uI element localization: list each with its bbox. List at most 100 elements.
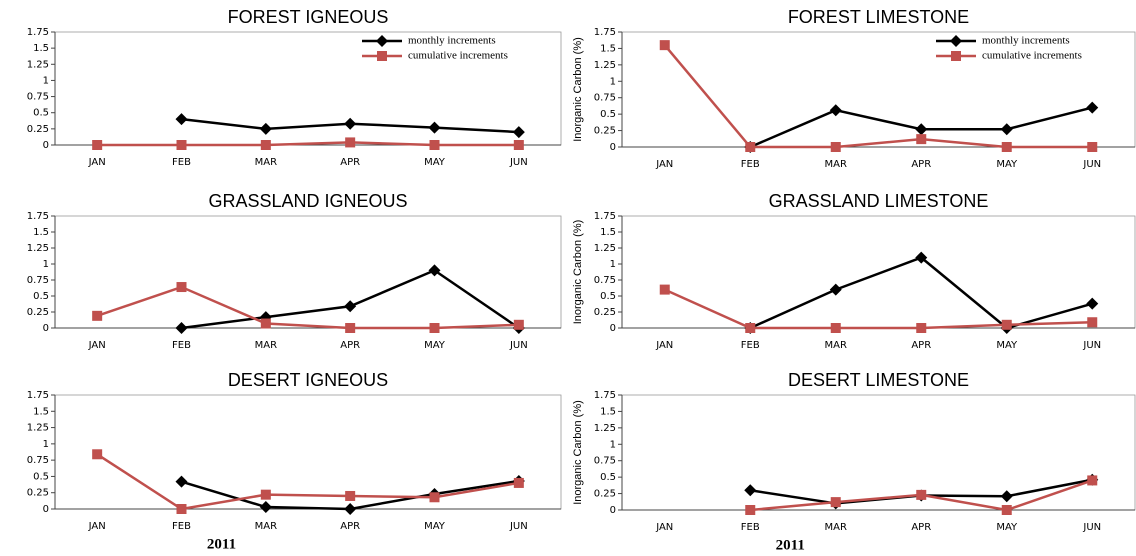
y-tick-label: 0.5: [33, 108, 49, 119]
x-tick-label: APR: [340, 521, 360, 532]
panel-title: DESERT LIMESTONE: [788, 370, 969, 390]
point: [1087, 475, 1098, 486]
panel-title: DESERT IGNEOUS: [228, 370, 388, 390]
point: [345, 490, 356, 501]
x-tick-label: JAN: [88, 157, 106, 168]
x-tick-label: JAN: [88, 340, 106, 351]
plot-frame: [54, 394, 562, 510]
x-tick-label: MAY: [996, 340, 1018, 351]
y-tick-label: 1: [43, 439, 49, 450]
point: [659, 40, 670, 51]
y-tick-label: 1.5: [33, 406, 49, 417]
legend-label: monthly increments: [982, 35, 1070, 47]
point: [916, 323, 927, 333]
point: [429, 140, 440, 150]
plot-frame: [621, 215, 1136, 329]
point: [345, 137, 356, 148]
point: [175, 475, 188, 488]
point: [1001, 319, 1012, 330]
point: [1001, 505, 1012, 515]
point: [92, 449, 103, 460]
y-tick-label: 1.75: [27, 27, 49, 38]
x-tick-label: JUN: [1082, 340, 1101, 351]
point: [344, 503, 357, 515]
x-tick-label: MAY: [424, 340, 446, 351]
y-tick-label: 0.25: [594, 126, 616, 137]
point: [92, 310, 103, 321]
x-tick-label: JUN: [1082, 159, 1101, 170]
point: [916, 489, 927, 500]
y-tick-label: 1.75: [27, 390, 49, 401]
point: [512, 126, 525, 139]
y-axis-label: Inorganic Carbon (%): [572, 220, 584, 325]
y-axis-label: Inorganic Carbon (%): [572, 37, 584, 142]
legend-label: cumulative increments: [408, 50, 508, 62]
series-line: [664, 288, 1093, 330]
x-tick-label: APR: [911, 340, 931, 351]
x-tick-label: MAY: [996, 522, 1018, 533]
y-tick-label: 1.5: [600, 406, 616, 417]
point: [513, 319, 524, 330]
legend-marker: [376, 35, 388, 47]
y-tick-label: 0.5: [33, 471, 49, 482]
y-tick-label: 0.75: [27, 275, 49, 286]
y-tick-label: 1.25: [27, 243, 49, 254]
y-tick-label: 0.25: [27, 124, 49, 135]
y-tick-label: 0.25: [27, 488, 49, 499]
panel-title: FOREST LIMESTONE: [788, 7, 969, 27]
y-tick-label: 1.5: [600, 43, 616, 54]
point: [176, 504, 187, 514]
point: [428, 264, 441, 277]
x-tick-label: FEB: [172, 340, 191, 351]
point: [513, 140, 524, 150]
y-tick-label: 1.5: [33, 227, 49, 238]
x-tick-label: JAN: [655, 340, 673, 351]
point: [175, 322, 188, 334]
y-tick-label: 0.25: [594, 489, 616, 500]
y-tick-label: 1.25: [27, 423, 49, 434]
point: [829, 283, 842, 296]
y-tick-label: 0.5: [600, 109, 616, 120]
y-tick-label: 0.5: [600, 291, 616, 302]
legend-box: [356, 33, 560, 63]
point: [176, 282, 187, 293]
y-tick-label: 1.75: [594, 27, 616, 38]
point: [745, 142, 756, 152]
y-tick-label: 0: [43, 504, 49, 515]
point: [744, 484, 757, 497]
panel-title: GRASSLAND IGNEOUS: [208, 191, 407, 211]
point: [176, 140, 187, 150]
series-line: [96, 453, 520, 511]
point: [175, 113, 188, 126]
x-tick-label: MAR: [825, 159, 847, 170]
point: [829, 104, 842, 117]
x-tick-label: JUN: [509, 521, 528, 532]
y-tick-label: 1.25: [594, 60, 616, 71]
point: [745, 505, 756, 515]
y-tick-label: 0.75: [27, 92, 49, 103]
x-tick-label: APR: [911, 522, 931, 533]
point: [259, 501, 272, 514]
x-tick-label: JUN: [1082, 522, 1101, 533]
legend-marker: [950, 35, 962, 47]
x-tick-label: APR: [911, 159, 931, 170]
y-tick-label: 1: [610, 259, 616, 270]
x-axis-label: 2011: [776, 537, 805, 553]
y-tick-label: 0: [610, 323, 616, 334]
x-tick-label: MAR: [825, 340, 847, 351]
point: [1087, 317, 1098, 328]
point: [1086, 297, 1099, 310]
point: [92, 140, 103, 150]
y-tick-label: 1.75: [594, 211, 616, 222]
panel-title: FOREST IGNEOUS: [228, 7, 389, 27]
y-tick-label: 1.75: [594, 390, 616, 401]
y-tick-label: 1.5: [600, 227, 616, 238]
series-line: [663, 44, 1093, 149]
x-tick-label: JUN: [509, 340, 528, 351]
panel-title: GRASSLAND LIMESTONE: [769, 191, 989, 211]
y-tick-label: 0: [610, 505, 616, 516]
point: [659, 284, 670, 295]
x-tick-label: MAY: [424, 157, 446, 168]
point: [260, 489, 271, 500]
